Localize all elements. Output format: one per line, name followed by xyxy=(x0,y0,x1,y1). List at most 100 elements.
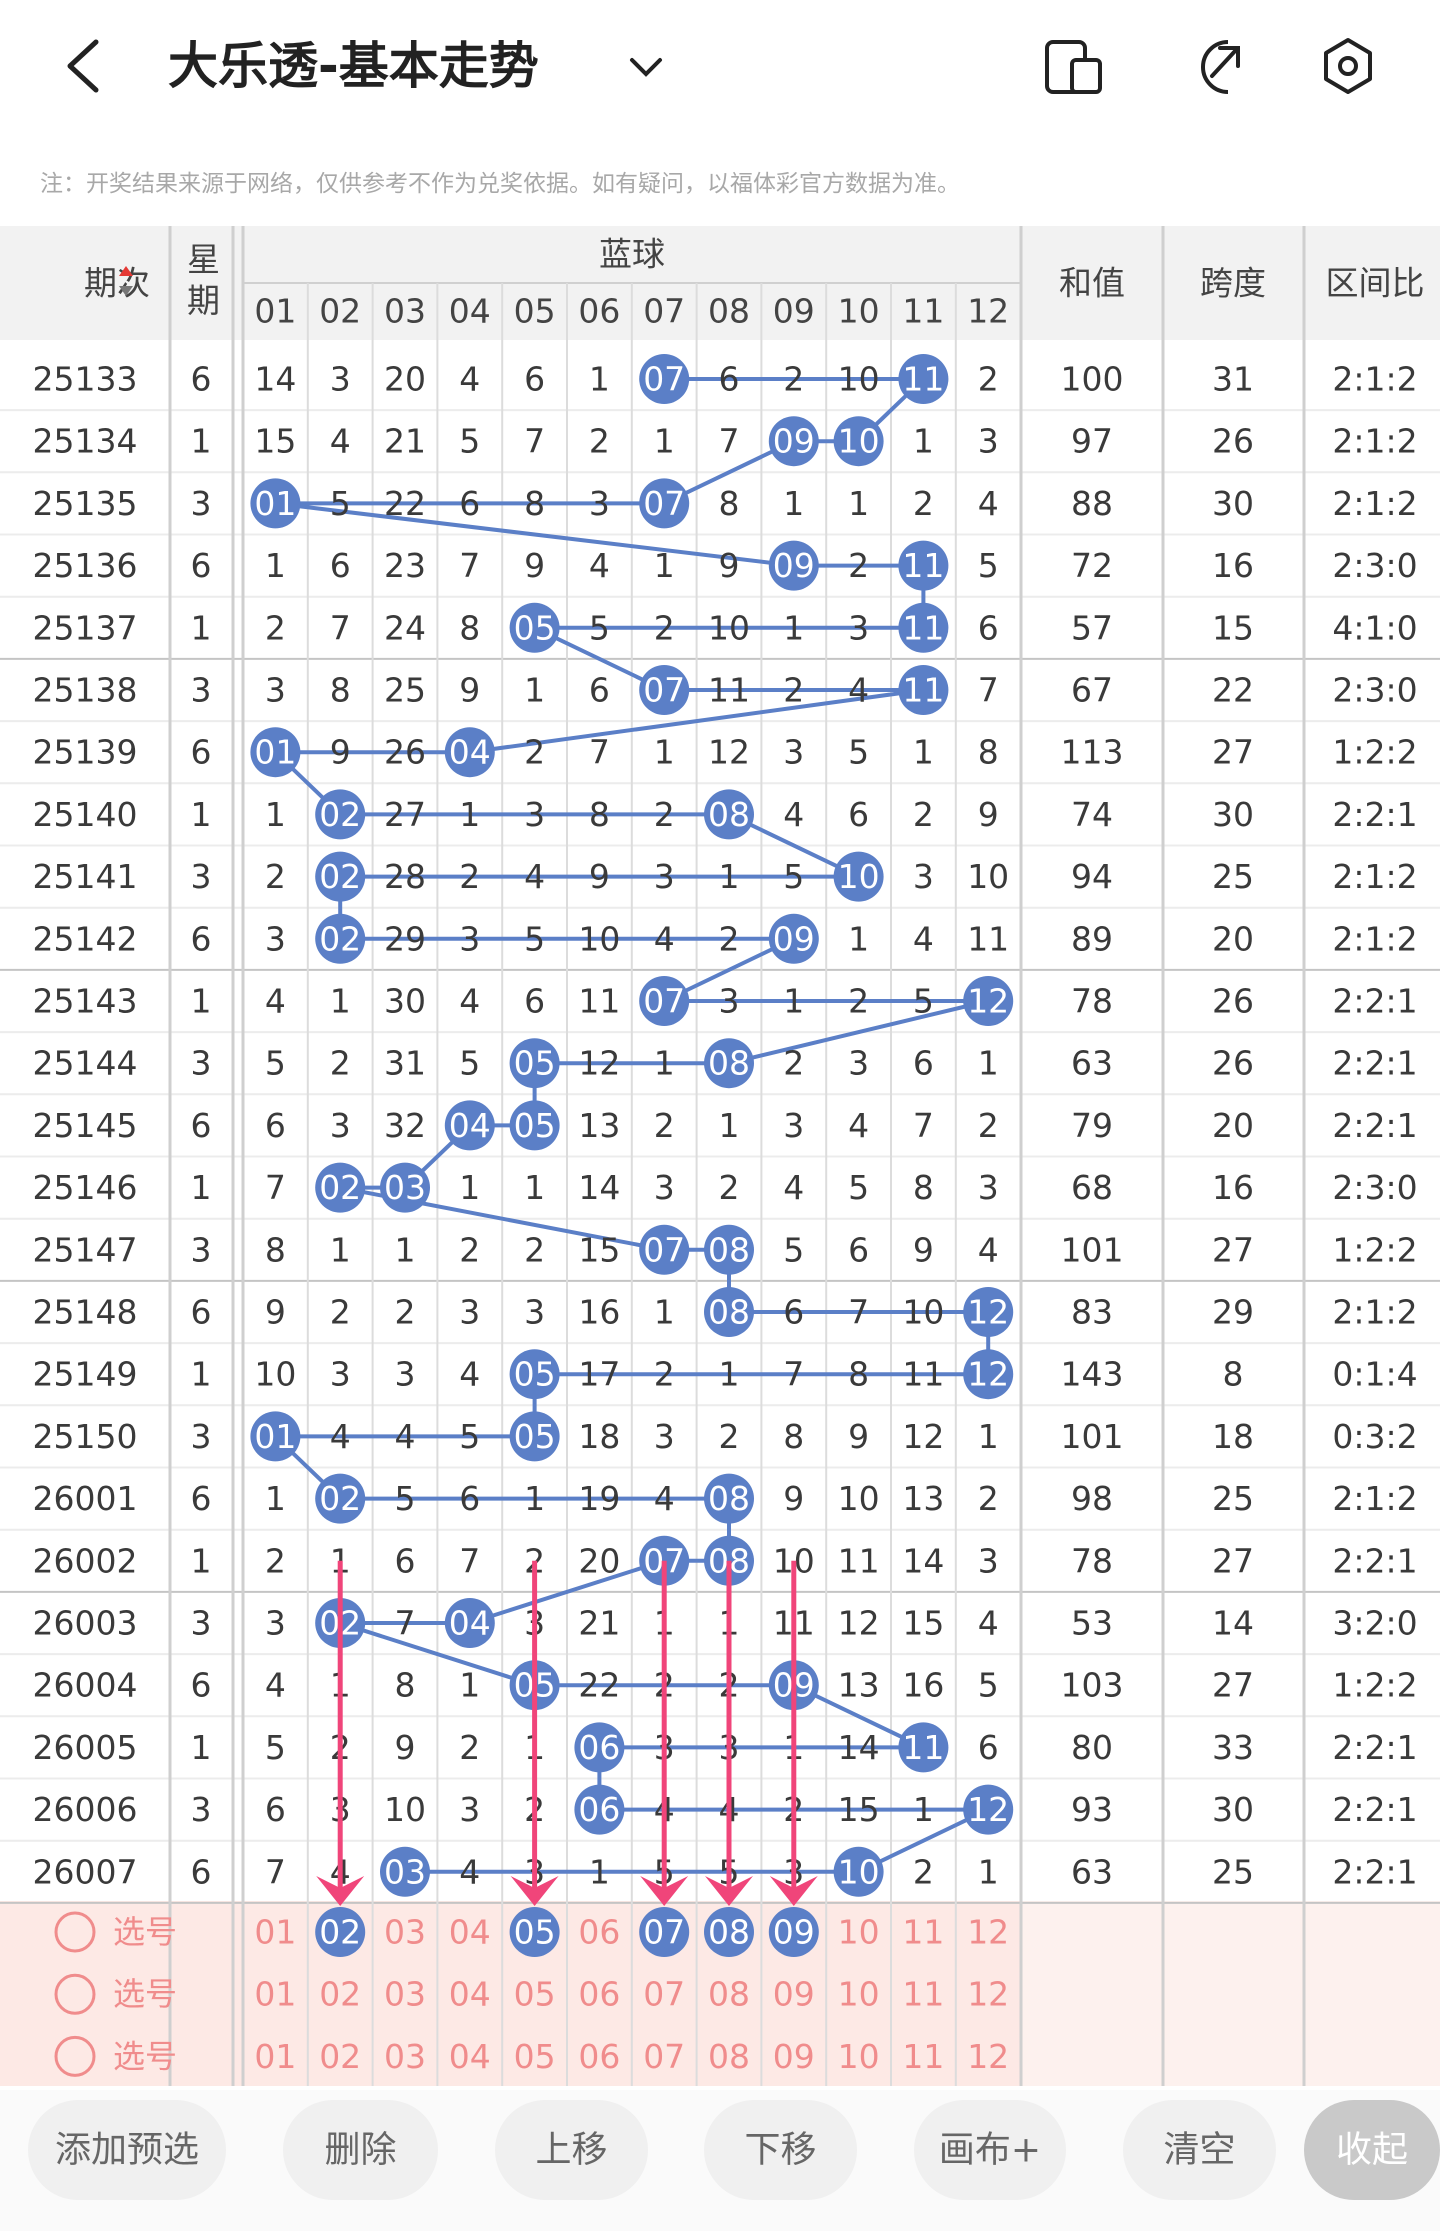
button[interactable]: 上移 xyxy=(495,2100,648,2200)
button[interactable]: 删除 xyxy=(283,2100,438,2200)
period: 25148 xyxy=(33,1293,138,1332)
pick-number[interactable]: 04 xyxy=(449,2037,491,2076)
pick-number[interactable]: 11 xyxy=(902,1975,944,2014)
pick-number[interactable]: 10 xyxy=(838,1975,880,2014)
omission: 15 xyxy=(838,1790,880,1829)
pick-number[interactable]: 11 xyxy=(902,2037,944,2076)
button[interactable]: 清空 xyxy=(1123,2100,1276,2200)
pick-number[interactable]: 01 xyxy=(254,2037,296,2076)
pick-number[interactable]: 06 xyxy=(578,2037,620,2076)
period: 25144 xyxy=(33,1044,138,1083)
omission: 2 xyxy=(783,1044,804,1083)
weekday: 6 xyxy=(191,733,212,772)
weekday: 3 xyxy=(191,1044,212,1083)
selected-ball[interactable] xyxy=(315,1907,366,1957)
pick-number[interactable]: 09 xyxy=(773,2037,815,2076)
button[interactable]: 收起 xyxy=(1304,2100,1440,2200)
weekday: 1 xyxy=(191,1355,212,1394)
pick-number[interactable]: 09 xyxy=(773,1975,815,2014)
pick-number[interactable]: 04 xyxy=(449,1913,491,1952)
pick-number[interactable]: 10 xyxy=(838,2037,880,2076)
hit-number: 05 xyxy=(514,1355,556,1394)
pick-number[interactable]: 06 xyxy=(578,1975,620,2014)
omission: 3 xyxy=(459,1790,480,1829)
hit-ball xyxy=(509,1411,560,1462)
sum: 100 xyxy=(1061,360,1124,399)
pick-label: 选号 xyxy=(113,1975,177,2013)
button-bg xyxy=(914,2100,1066,2200)
pick-number[interactable]: 07 xyxy=(643,2037,685,2076)
pick-number[interactable]: 09 xyxy=(773,1913,815,1952)
pick-number[interactable]: 04 xyxy=(449,1975,491,2014)
button[interactable]: 下移 xyxy=(704,2100,857,2200)
button-label: 画布+ xyxy=(939,2130,1041,2171)
pick-toggle[interactable] xyxy=(54,2035,96,2077)
settings-icon[interactable] xyxy=(1324,38,1372,94)
button-bg xyxy=(704,2100,857,2200)
pick-number[interactable]: 01 xyxy=(254,1975,296,2014)
hit-number: 03 xyxy=(384,1168,426,1207)
pick-number[interactable]: 03 xyxy=(384,1975,426,2014)
omission: 5 xyxy=(589,608,610,647)
omission: 7 xyxy=(265,1168,286,1207)
pick-number[interactable]: 02 xyxy=(319,1975,361,2014)
selected-ball[interactable] xyxy=(768,1907,819,1957)
omission: 8 xyxy=(589,795,610,834)
pick-number[interactable]: 07 xyxy=(643,1975,685,2014)
omission: 17 xyxy=(578,1355,620,1394)
omission: 1 xyxy=(719,857,740,896)
omission: 18 xyxy=(578,1417,620,1456)
title-dropdown[interactable] xyxy=(630,58,662,77)
period-header[interactable]: 期次 xyxy=(84,264,150,303)
pick-number[interactable]: 06 xyxy=(578,1913,620,1952)
button[interactable]: 画布+ xyxy=(914,2100,1066,2200)
pick-number[interactable]: 10 xyxy=(838,1913,880,1952)
omission: 11 xyxy=(708,671,750,710)
pick-number[interactable]: 12 xyxy=(967,2037,1009,2076)
pick-number[interactable]: 05 xyxy=(514,1975,556,2014)
button[interactable]: 添加预选 xyxy=(28,2100,226,2200)
pick-number[interactable]: 12 xyxy=(967,1913,1009,1952)
share-icon[interactable] xyxy=(1201,40,1240,94)
omission: 1 xyxy=(654,1293,675,1332)
pick-number[interactable]: 12 xyxy=(967,1975,1009,2014)
weekday: 1 xyxy=(191,1541,212,1580)
omission: 4 xyxy=(654,919,675,958)
pick-number[interactable]: 08 xyxy=(708,2037,750,2076)
pick-number[interactable]: 08 xyxy=(708,1913,750,1952)
span: 16 xyxy=(1212,546,1254,585)
pick-number[interactable]: 05 xyxy=(514,1913,556,1952)
sort-up xyxy=(119,266,133,276)
button-label: 下移 xyxy=(744,2130,816,2171)
omission: 3 xyxy=(330,1355,351,1394)
pick-toggle[interactable] xyxy=(54,1911,96,1953)
omission: 4 xyxy=(265,1666,286,1705)
omission: 14 xyxy=(254,360,296,399)
hit-number: 05 xyxy=(514,608,556,647)
period: 25137 xyxy=(33,608,138,647)
pick-number[interactable]: 08 xyxy=(708,1975,750,2014)
weekday: 3 xyxy=(191,671,212,710)
omission: 7 xyxy=(330,608,351,647)
pick-number[interactable]: 03 xyxy=(384,2037,426,2076)
pick-number[interactable]: 11 xyxy=(902,1913,944,1952)
layout-icon[interactable] xyxy=(1045,40,1102,94)
back-button[interactable] xyxy=(67,39,99,93)
selected-ball[interactable] xyxy=(509,1907,560,1957)
omission: 1 xyxy=(589,1852,610,1891)
sum: 63 xyxy=(1071,1044,1113,1083)
pick-toggle[interactable] xyxy=(54,1973,96,2015)
ball-header: 02 xyxy=(319,292,361,331)
pick-number[interactable]: 05 xyxy=(514,2037,556,2076)
selected-ball[interactable] xyxy=(639,1907,690,1957)
selected-ball[interactable] xyxy=(704,1907,754,1957)
pick-number[interactable]: 02 xyxy=(319,2037,361,2076)
omission: 7 xyxy=(719,422,740,461)
pick-number[interactable]: 07 xyxy=(643,1913,685,1952)
pick-number[interactable]: 02 xyxy=(319,1913,361,1952)
hit-ball xyxy=(315,851,366,902)
omission: 1 xyxy=(459,1666,480,1705)
pick-number[interactable]: 01 xyxy=(254,1913,296,1952)
pick-number[interactable]: 03 xyxy=(384,1913,426,1952)
omission: 20 xyxy=(578,1541,620,1580)
